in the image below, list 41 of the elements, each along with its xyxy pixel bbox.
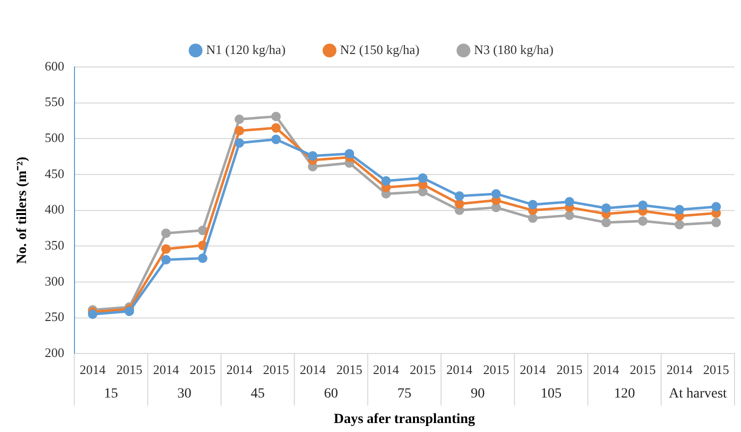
y-tick-label: 200 [44,345,64,360]
legend-label: N3 (180 kg/ha) [474,42,554,57]
text: 90 [470,386,485,402]
text: 120 [614,386,635,402]
x-tick-label: 2014 [373,362,400,377]
x-tick-label: 2014 [520,362,546,377]
x-tick-label: 2014 [226,362,253,377]
x-tick-label: 2015 [556,362,582,377]
x-tick-label: 2014 [152,362,180,377]
x-tick-label: 2014 [666,362,693,377]
x-tick-label: 2015 [336,362,362,377]
legend-label: N1 (120 kg/ha) [206,42,286,57]
x-tick-label: 2015 [263,362,290,377]
x-tick-label: 2015 [703,362,730,377]
y-tick-label: 450 [44,166,64,181]
x-tick-label: 2015 [190,362,216,377]
x-tick-label: 2015 [630,362,656,377]
text: 105 [540,386,562,402]
legend-label: N2 (150 kg/ha) [340,42,420,57]
text: At harvest [668,386,727,402]
text: 30 [177,386,192,402]
x-tick-label: 2014 [446,362,473,377]
x-axis-title: Days afer transplanting [334,412,476,428]
text: 45 [250,386,265,402]
y-tick-label: 350 [44,238,64,253]
y-tick-label: 550 [44,94,64,110]
x-tick-label: 2015 [410,362,436,377]
y-tick-label: 250 [44,309,64,324]
x-tick-label: 2014 [300,362,326,377]
x-tick-label: 2015 [116,362,142,377]
text: 60 [324,386,338,402]
y-tick-label: 300 [44,273,64,288]
y-tick-label: 400 [44,202,64,217]
y-tick-label: 500 [44,130,64,146]
text: 75 [397,386,412,402]
x-tick-label: 2015 [483,362,510,377]
y-axis-title: No. of tillers (m⁻²) [15,156,30,264]
y-tick-label: 600 [44,58,64,74]
x-tick-label: 2014 [593,362,620,377]
x-tick-label: 2014 [80,362,106,377]
text: 15 [104,386,118,402]
